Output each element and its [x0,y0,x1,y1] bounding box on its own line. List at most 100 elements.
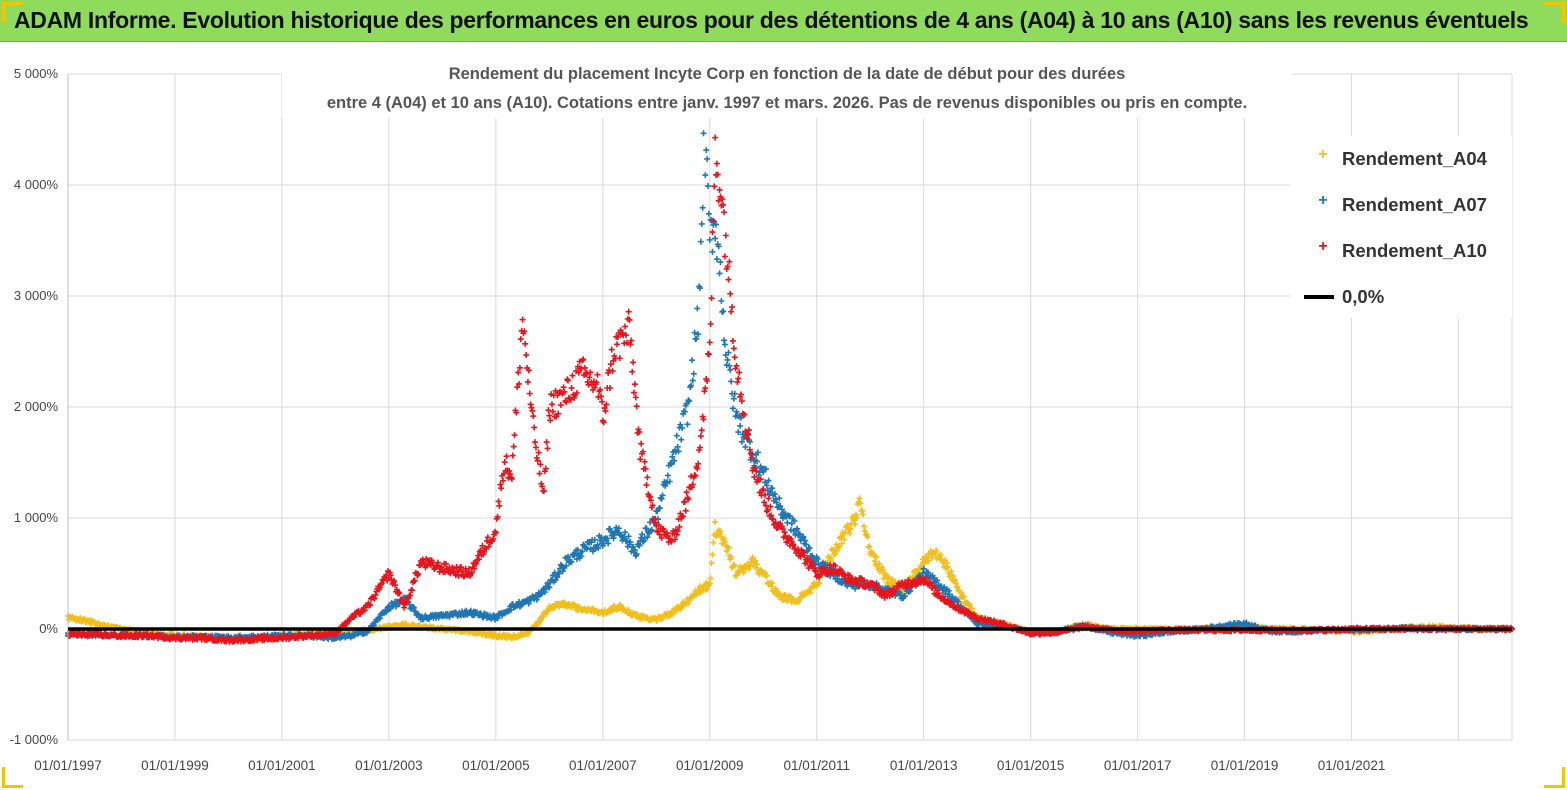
point-Rendement_A10-26-17 [593,379,600,386]
point-Rendement_A10-39-3 [720,201,727,208]
point-Rendement_A07-24-15 [591,536,598,543]
point-Rendement_A10-45-22 [811,567,818,574]
point-Rendement_A04-21-3 [538,616,545,623]
point-Rendement_A10-36-9 [704,377,711,384]
point-Rendement_A10-41-13 [745,431,752,438]
point-Rendement_A07-28-10 [662,482,669,489]
point-Rendement_A10-25-3 [565,377,572,384]
point-Rendement_A10-41-16 [747,450,754,457]
point-Rendement_A07-30-7 [691,329,698,336]
point-Rendement_A10-32-0 [647,497,654,504]
point-Rendement_A07-28-13 [664,472,671,479]
point-Rendement_A10-18-3 [495,498,502,505]
point-Rendement_A07-40-9 [784,519,791,526]
x-tick-label-4: 01/01/2005 [462,758,530,773]
point-Rendement_A04-29-0 [669,611,676,618]
point-Rendement_A10-32-5 [652,519,659,526]
point-Rendement_A10-20-0 [508,475,515,482]
point-Rendement_A07-12-14 [376,615,383,622]
point-Rendement_A07-23-11 [572,550,579,557]
point-Rendement_A10-27-3 [597,386,604,393]
point-Rendement_A10-43-2 [762,491,769,498]
point-Rendement_A07-30-3 [688,382,695,389]
point-Rendement_A10-36-1 [696,444,703,451]
point-Rendement_A10-30-1 [627,341,634,348]
point-Rendement_A10-44-4 [779,526,786,533]
point-Rendement_A10-23-4 [544,445,551,452]
point-Rendement_A10-30-2 [628,337,635,344]
point-Rendement_A10-28-7 [606,367,613,374]
point-Rendement_A10-20-9 [516,364,523,371]
legend-item-a07: + Rendement_A07 [1290,190,1512,220]
point-Rendement_A04-41-17 [844,522,851,529]
point-Rendement_A07-21-7 [541,589,548,596]
point-Rendement_A07-49-14 [949,593,956,600]
point-Rendement_A10-41-9 [741,411,748,418]
point-Rendement_A10-17-0 [466,565,473,572]
point-Rendement_A10-19-6 [506,467,513,474]
point-Rendement_A04-35-8 [740,569,747,576]
point-Rendement_A10-17-3 [468,569,475,576]
point-Rendement_A10-40-6 [728,308,735,315]
point-Rendement_A04-34-1 [721,535,728,542]
point-Rendement_A04-50-0 [958,589,965,596]
point-Rendement_A04-34-6 [725,544,732,551]
point-Rendement_A07-41-9 [800,533,807,540]
point-Rendement_A04-32-1 [707,575,714,582]
point-Rendement_A10-26-2 [580,356,587,363]
legend-marker-a04: + [1318,146,1328,163]
point-Rendement_A07-39-10 [769,485,776,492]
point-Rendement_A10-31-6 [642,465,649,472]
point-Rendement_A10-25-7 [568,384,575,391]
point-Rendement_A07-34-1 [713,221,720,228]
point-Rendement_A10-41-6 [738,398,745,405]
point-Rendement_A07-35-4 [721,337,728,344]
point-Rendement_A07-49-10 [945,587,952,594]
point-Rendement_A07-37-4 [737,422,744,429]
point-Rendement_A10-26-15 [591,384,598,391]
point-Rendement_A07-41-2 [794,525,801,532]
point-Rendement_A07-27-8 [639,531,646,538]
point-Rendement_A04-47-4 [924,557,931,564]
point-Rendement_A10-43-9 [768,512,775,519]
point-Rendement_A04-44-14 [879,566,886,573]
y-tick-label-1: 4 000% [14,177,59,192]
point-Rendement_A04-36-0 [749,554,756,561]
point-Rendement_A10-45-19 [809,560,816,567]
point-Rendement_A10-19-3 [503,453,510,460]
point-Rendement_A10-40-0 [722,232,729,239]
point-Rendement_A07-13-8 [393,603,400,610]
point-Rendement_A10-37-3 [709,229,716,236]
point-Rendement_A10-21-11 [529,407,536,414]
legend-line-zero [1304,295,1334,299]
point-Rendement_A04-28-7 [659,615,666,622]
point-Rendement_A07-35-1 [718,297,725,304]
point-Rendement_A10-21-0 [519,316,526,323]
point-Rendement_A10-43-11 [770,516,777,523]
point-Rendement_A10-28-3 [602,408,609,415]
point-Rendement_A07-39-15 [773,499,780,506]
point-Rendement_A07-40-0 [776,495,783,502]
point-Rendement_A10-38-5 [716,186,723,193]
point-Rendement_A04-38-9 [784,598,791,605]
point-Rendement_A10-22-8 [537,461,544,468]
point-Rendement_A07-34-0 [712,235,719,242]
point-Rendement_A10-36-11 [705,351,712,358]
point-Rendement_A10-22-1 [531,424,538,431]
point-Rendement_A10-27-0 [594,371,601,378]
point-Rendement_A07-25-5 [604,535,611,542]
point-Rendement_A07-36-2 [724,356,731,363]
point-Rendement_A07-38-5 [754,458,761,465]
point-Rendement_A10-28-9 [607,361,614,368]
point-Rendement_A10-34-16 [683,489,690,496]
point-Rendement_A10-40-9 [730,345,737,352]
point-Rendement_A07-20-10 [533,596,540,603]
point-Rendement_A10-11-15 [361,607,368,614]
point-Rendement_A04-37-10 [769,580,776,587]
point-Rendement_A10-16-21 [458,564,465,571]
point-Rendement_A10-24-16 [560,384,567,391]
point-Rendement_A07-47-3 [901,593,908,600]
point-Rendement_A10-29-7 [616,355,623,362]
legend-item-a10: + Rendement_A10 [1290,236,1512,266]
point-Rendement_A04-40-3 [816,580,823,586]
